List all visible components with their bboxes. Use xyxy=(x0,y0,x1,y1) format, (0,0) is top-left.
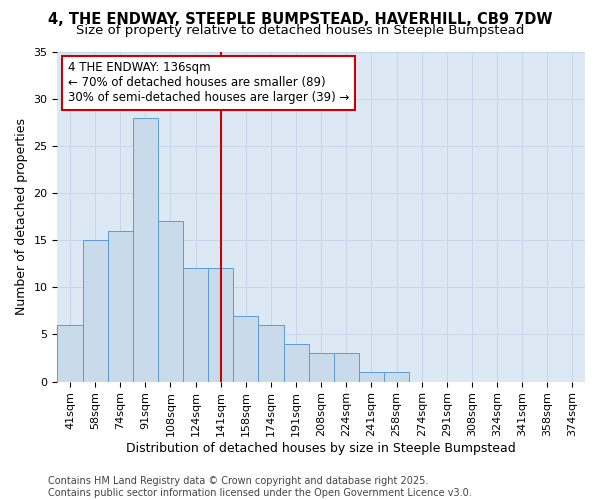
Bar xyxy=(259,325,284,382)
Text: Size of property relative to detached houses in Steeple Bumpstead: Size of property relative to detached ho… xyxy=(76,24,524,37)
Bar xyxy=(58,325,83,382)
Bar xyxy=(284,344,308,382)
Y-axis label: Number of detached properties: Number of detached properties xyxy=(15,118,28,315)
Bar xyxy=(359,372,384,382)
Bar xyxy=(83,240,107,382)
Text: 4 THE ENDWAY: 136sqm
← 70% of detached houses are smaller (89)
30% of semi-detac: 4 THE ENDWAY: 136sqm ← 70% of detached h… xyxy=(68,62,349,104)
Text: Contains HM Land Registry data © Crown copyright and database right 2025.
Contai: Contains HM Land Registry data © Crown c… xyxy=(48,476,472,498)
Bar xyxy=(208,268,233,382)
Bar xyxy=(233,316,259,382)
Bar xyxy=(334,354,359,382)
X-axis label: Distribution of detached houses by size in Steeple Bumpstead: Distribution of detached houses by size … xyxy=(127,442,516,455)
Bar xyxy=(308,354,334,382)
Bar xyxy=(158,222,183,382)
Bar xyxy=(133,118,158,382)
Text: 4, THE ENDWAY, STEEPLE BUMPSTEAD, HAVERHILL, CB9 7DW: 4, THE ENDWAY, STEEPLE BUMPSTEAD, HAVERH… xyxy=(48,12,552,28)
Bar xyxy=(384,372,409,382)
Bar xyxy=(183,268,208,382)
Bar xyxy=(107,230,133,382)
